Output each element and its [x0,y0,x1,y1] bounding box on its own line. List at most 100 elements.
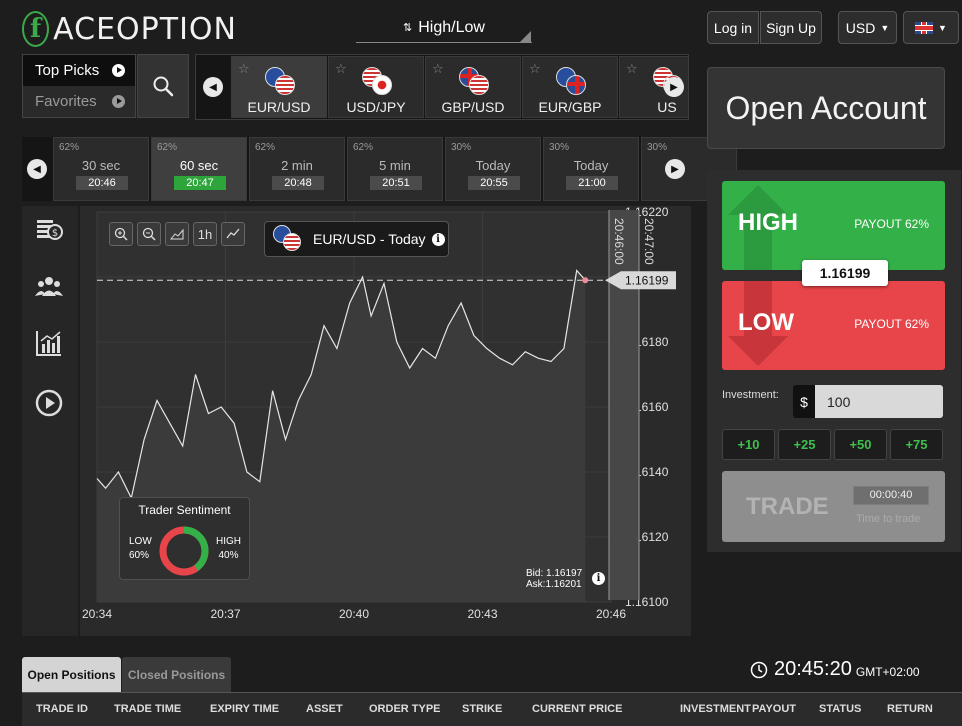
column-header[interactable]: ASSET [306,703,343,715]
info-icon[interactable]: i [431,232,445,246]
x-tick-label: 20:40 [339,607,369,621]
caret-down-icon: ▼ [880,22,890,33]
zoom-out-button[interactable] [137,222,161,246]
currency-dropdown[interactable]: USD ▼ [838,11,897,44]
top-picks-label: Top Picks [35,62,100,79]
zoom-out-icon [142,227,156,241]
column-header[interactable]: CURRENT PRICE [532,703,623,715]
currency-flags-icon [265,67,297,95]
low-label: LOW [738,309,794,336]
expiry-option[interactable]: 30% Today 20:55 [445,137,541,201]
column-header[interactable]: STATUS [819,703,862,715]
trade-mode-selector[interactable]: ⇅ High/Low [356,13,532,43]
expiry-label: 30 sec [81,158,121,173]
star-icon[interactable]: ☆ [626,61,638,76]
users-group-icon[interactable] [34,272,64,302]
signup-button[interactable]: Sign Up [760,11,822,44]
sentiment-high-label: HIGH [216,536,241,547]
column-header[interactable]: STRIKE [462,703,503,715]
asset-name: EUR/USD [247,99,311,115]
chart-asset-name: EUR/USD - Today [313,231,426,247]
star-icon[interactable]: ☆ [335,61,347,76]
expiry-prev-button[interactable]: ◀ [27,159,47,179]
server-clock: 20:45:20 GMT+02:00 [750,658,920,681]
expiry-selector: ◀ 62% 30 sec 20:46 62% 60 sec 20:47 62% 2 min 20… [22,137,737,201]
expiry-option[interactable]: 30% Today 21:00 [543,137,639,201]
login-button[interactable]: Log in [707,11,759,44]
svg-text:$: $ [52,228,58,239]
add-25-button[interactable]: +25 [778,429,831,460]
favorites-label: Favorites [35,93,97,110]
eur-usd-flags-icon [273,225,307,253]
sentiment-low-label: LOW [129,536,152,547]
zoom-in-button[interactable] [109,222,133,246]
asset-tile[interactable]: ☆ EUR/GBP [522,56,618,118]
column-header[interactable]: TRADE TIME [114,703,182,715]
current-price-tag [605,271,676,290]
swap-arrows-icon: ⇅ [403,22,413,34]
money-icon[interactable]: $ [34,214,64,244]
asset-tile[interactable]: ☆ USD/JPY [328,56,424,118]
favorites-tab[interactable]: Favorites [23,86,135,117]
assets-prev-button[interactable]: ◀ [203,77,223,97]
currency-flags-icon [459,67,491,95]
expiry-option[interactable]: 62% 2 min 20:48 [249,137,345,201]
trade-button[interactable]: TRADE 00:00:40 Time to trade [722,471,945,542]
positions-table-header: TRADE ID TRADE TIME EXPIRY TIME ASSET ORDER … [22,692,962,726]
star-icon[interactable]: ☆ [238,61,250,76]
high-button[interactable]: HIGH PAYOUT 62% [722,181,945,270]
chart-asset-label[interactable]: EUR/USD - Today i [264,221,449,257]
investment-input[interactable] [815,385,943,418]
expiry-next-button[interactable]: ▶ [665,159,685,179]
column-header[interactable]: ORDER TYPE [369,703,441,715]
star-icon[interactable]: ☆ [432,61,444,76]
high-payout: PAYOUT 62% [854,217,929,231]
expiry-time: 20:51 [370,176,422,190]
asset-tile[interactable]: ☆ EUR/USD [231,56,327,118]
clock-icon [750,661,768,678]
timeframe-button[interactable]: 1h [193,222,217,246]
asset-search-button[interactable] [137,54,189,118]
line-chart-button[interactable] [221,222,245,246]
expiry-time: 20:55 [468,176,520,190]
play-video-icon[interactable] [34,388,64,418]
language-dropdown[interactable]: ▼ [903,11,959,44]
statistics-chart-icon[interactable] [34,328,64,358]
investment-label: Investment: [722,389,779,401]
zoom-in-icon [114,227,128,241]
tab-closed-positions[interactable]: Closed Positions [122,657,231,692]
top-picks-tab[interactable]: Top Picks [23,55,135,86]
low-button[interactable]: LOW PAYOUT 62% [722,281,945,370]
expiry-payout: 62% [157,142,178,153]
brand-logo[interactable]: f ACEOPTION [22,8,237,50]
expiry-label: Today [573,158,609,173]
assets-next-button[interactable]: ▶ [664,77,684,97]
tab-open-positions[interactable]: Open Positions [22,657,121,692]
column-header[interactable]: EXPIRY TIME [210,703,280,715]
expiry-marker-label: 20:46:00 [612,218,626,265]
expiry-time: 20:47 [174,176,226,190]
column-header[interactable]: RETURN [887,703,933,715]
add-50-button[interactable]: +50 [834,429,887,460]
caret-down-icon: ▼ [938,22,947,33]
price-line [96,269,586,500]
column-header[interactable]: TRADE ID [36,703,88,715]
add-75-button[interactable]: +75 [890,429,943,460]
expiry-option[interactable]: 62% 5 min 20:51 [347,137,443,201]
asset-name: US [657,99,677,115]
sentiment-high-arc [159,526,209,576]
area-chart-button[interactable] [165,222,189,246]
expiry-payout: 62% [353,142,374,153]
bid-ask-info-icon[interactable]: i [592,572,605,585]
area-chart-icon [170,228,184,240]
asset-tile[interactable]: ☆ GBP/USD [425,56,521,118]
expiry-option[interactable]: 62% 30 sec 20:46 [53,137,149,201]
currency-flags-icon [362,67,394,95]
add-10-button[interactable]: +10 [722,429,775,460]
column-header[interactable]: INVESTMENT [680,703,751,715]
open-account-button[interactable]: Open Account [707,67,945,149]
star-icon[interactable]: ☆ [529,61,541,76]
expiry-option[interactable]: 62% 60 sec 20:47 [151,137,247,201]
column-header[interactable]: PAYOUT [752,703,797,715]
current-price-tag-label: 1.16199 [625,273,669,287]
